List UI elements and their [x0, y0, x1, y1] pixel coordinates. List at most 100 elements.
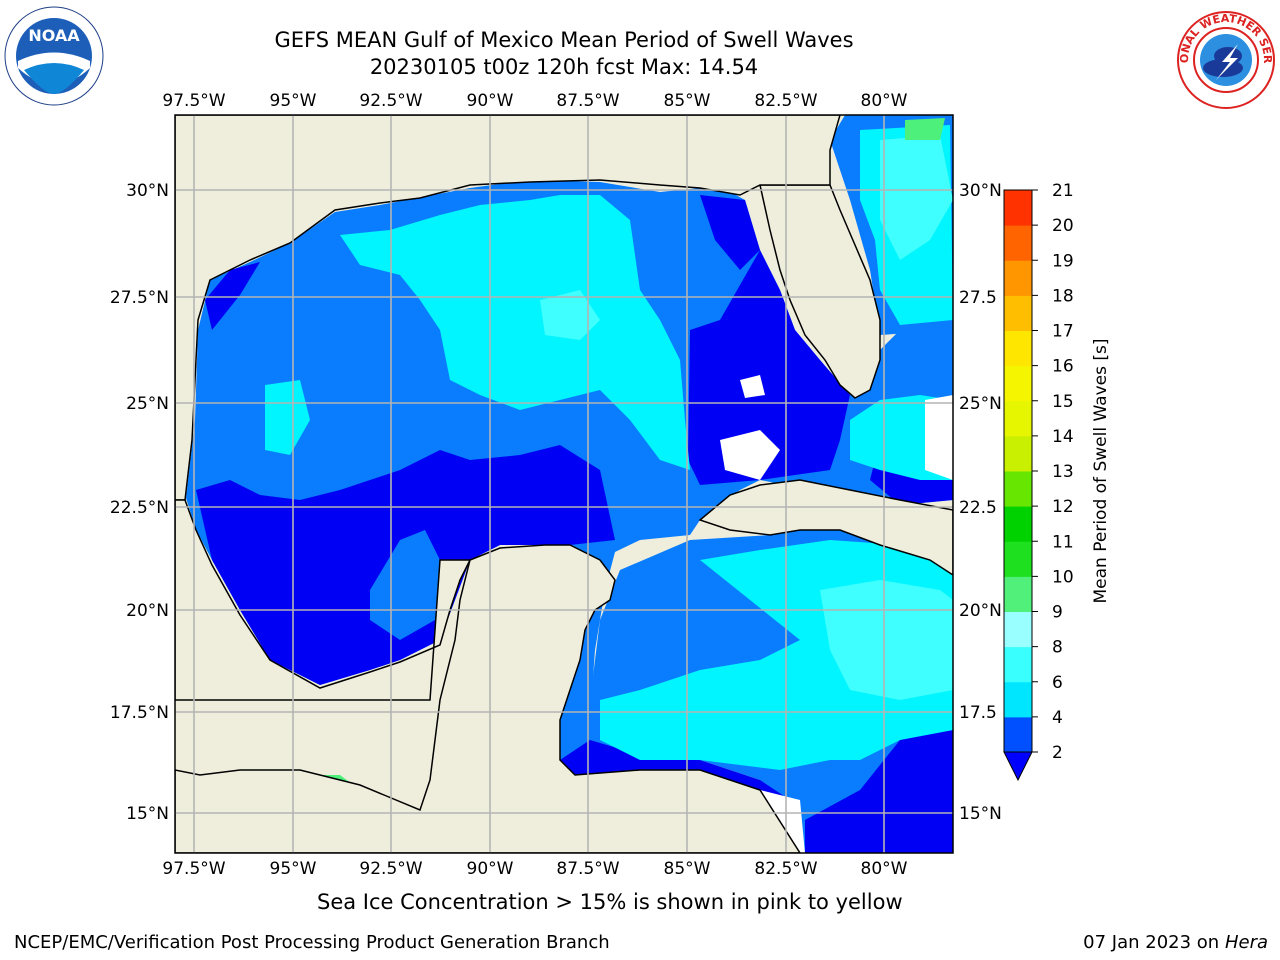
colorbar-segment [1004, 471, 1032, 507]
run-date-text: 07 Jan 2023 on [1083, 932, 1225, 953]
lon-label: 90°W [467, 859, 514, 879]
lon-label: 92.5°W [359, 91, 422, 111]
colorbar-tick-label: 16 [1052, 357, 1074, 377]
colorbar-segment [1004, 330, 1032, 367]
colorbar-tick-label: 21 [1052, 181, 1074, 201]
southeast-caribbean-lt2s [805, 730, 953, 853]
florida-peninsula [759, 184, 881, 399]
lon-label: 90°W [467, 91, 514, 111]
sea-ice-note: Sea Ice Concentration > 15% is shown in … [317, 890, 903, 914]
colorbar-tick-label: 17 [1052, 322, 1074, 342]
lon-label: 97.5°W [162, 859, 225, 879]
lat-label: 15°N [126, 804, 169, 824]
lat-label: 27.5 [959, 288, 997, 308]
lon-label: 85°W [664, 91, 711, 111]
no-data-patch [720, 430, 780, 480]
colorbar-tick-label: 10 [1052, 567, 1074, 587]
lon-label: 82.5°W [754, 859, 817, 879]
host-name: Hera [1224, 932, 1268, 953]
lon-label: 92.5°W [359, 859, 422, 879]
lon-labels-top: 97.5°W 95°W 92.5°W 90°W 87.5°W 85°W 82.5… [162, 91, 907, 111]
colorbar-segment [1004, 716, 1032, 753]
colorbar-tick-label: 18 [1052, 286, 1074, 306]
colorbar-segment [1004, 681, 1032, 718]
lon-label: 85°W [664, 859, 711, 879]
colorbar-tick-label: 8 [1052, 638, 1063, 658]
colorbar-segment [1004, 295, 1032, 331]
east-gulf-lt2s [688, 250, 850, 485]
svg-text:NOAA: NOAA [28, 26, 80, 45]
lon-label: 95°W [270, 91, 317, 111]
colorbar-tick-label: 9 [1052, 603, 1063, 623]
lat-label: 22.5 [959, 498, 997, 518]
nws-logo-icon: NATIONAL WEATHER SERVICE [1176, 10, 1275, 109]
lat-label: 27.5°N [110, 288, 169, 308]
run-date: 07 Jan 2023 on Hera [1083, 932, 1268, 953]
lat-label: 20°N [959, 601, 1002, 621]
colorbar-tick-label: 19 [1052, 251, 1074, 271]
lat-label: 17.5 [959, 703, 997, 723]
lon-label: 80°W [861, 859, 908, 879]
map-panel [175, 115, 953, 853]
colorbar-segment [1004, 260, 1032, 296]
colorbar-segment [1004, 225, 1032, 261]
colorbar-tick-label: 11 [1052, 532, 1074, 552]
lon-labels-bottom: 97.5°W 95°W 92.5°W 90°W 87.5°W 85°W 82.5… [162, 859, 907, 879]
map-title: GEFS MEAN Gulf of Mexico Mean Period of … [274, 28, 854, 52]
west-gulf-4-6s-patch [265, 380, 310, 455]
colorbar: 2 4 6 8 9 10 11 12 13 14 15 16 17 18 19 20 21 [1003, 181, 1074, 782]
no-data-patch [925, 395, 953, 480]
lon-label: 87.5°W [556, 859, 619, 879]
lon-label: 87.5°W [556, 91, 619, 111]
no-data-patch [740, 375, 765, 398]
colorbar-extend-arrow [1003, 751, 1033, 782]
lat-labels-left: 30°N 27.5°N 25°N 22.5°N 20°N 17.5°N 15°N [110, 181, 169, 824]
central-gulf-6-8s [540, 290, 600, 340]
central-gulf-4-6s [340, 195, 690, 470]
colorbar-tick-label: 4 [1052, 708, 1063, 728]
colorbar-tick-label: 12 [1052, 497, 1074, 517]
colorbar-tick-label: 6 [1052, 673, 1063, 693]
atlantic-6-8s [880, 135, 953, 260]
lat-label: 25°N [959, 394, 1002, 414]
colorbar-tick-label: 20 [1052, 216, 1074, 236]
graticule [175, 115, 953, 853]
colorbar-segment [1004, 190, 1032, 226]
lat-label: 30°N [126, 181, 169, 201]
lon-label: 97.5°W [162, 91, 225, 111]
lon-label: 95°W [270, 859, 317, 879]
lat-label: 15°N [959, 804, 1002, 824]
atlantic-9-10s-patch [905, 118, 945, 140]
lat-label: 22.5°N [110, 498, 169, 518]
colorbar-tick-label: 15 [1052, 392, 1074, 412]
colorbar-segment [1004, 576, 1032, 612]
lon-label: 80°W [861, 91, 908, 111]
lat-label: 20°N [126, 601, 169, 621]
colorbar-segment [1004, 541, 1032, 577]
noaa-logo-icon: NOAA [4, 6, 104, 106]
lon-label: 82.5°W [754, 91, 817, 111]
lat-label: 17.5°N [110, 703, 169, 723]
colorbar-segment [1004, 611, 1032, 648]
colorbar-segment [1004, 646, 1032, 683]
colorbar-tick-label: 2 [1052, 743, 1063, 763]
colorbar-label: Mean Period of Swell Waves [s] [1091, 339, 1111, 604]
lat-label: 25°N [126, 394, 169, 414]
colorbar-segment [1004, 506, 1032, 542]
map-frame [174, 114, 954, 854]
lat-label: 30°N [959, 181, 1002, 201]
map-subtitle: 20230105 t00z 120h fcst Max: 14.54 [369, 55, 759, 79]
colorbar-tick-label: 14 [1052, 427, 1074, 447]
colorbar-segment [1004, 400, 1032, 437]
lat-labels-right: 30°N 27.5 25°N 22.5 20°N 17.5 15°N [959, 181, 1002, 824]
northeast-gulf-lt2s [700, 195, 760, 270]
producer-credit: NCEP/EMC/Verification Post Processing Pr… [14, 932, 610, 953]
mexico-west-coast [175, 499, 472, 701]
northwest-coast-lt2s [205, 262, 260, 330]
west-gulf-inner-2-4s [370, 530, 440, 640]
colorbar-tick-label: 13 [1052, 462, 1074, 482]
yucatan-peninsula [175, 544, 801, 853]
colorbar-segment [1004, 365, 1032, 402]
colorbar-segment [1004, 435, 1032, 472]
